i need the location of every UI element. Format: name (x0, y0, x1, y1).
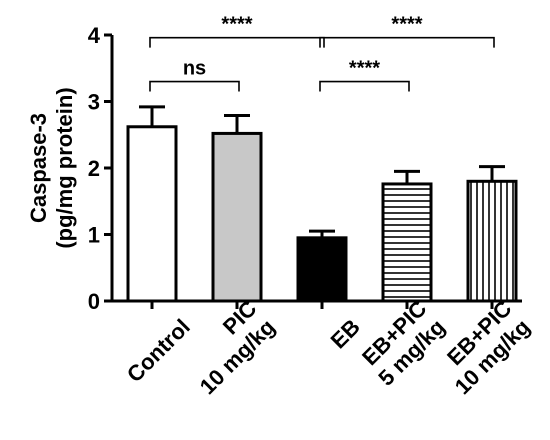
category-label-1: Control (122, 314, 195, 387)
error-bars (139, 105, 505, 238)
category-label-3: EB (326, 314, 365, 353)
significance-label: **** (349, 58, 380, 80)
bar-1 (126, 125, 178, 303)
significance-bracket (149, 80, 240, 92)
category-label-line: Control (122, 314, 195, 387)
significance-bracket (319, 80, 410, 92)
bar-3 (296, 236, 348, 303)
significance-brackets: ns **** **** **** (149, 14, 495, 92)
significance-label: **** (221, 14, 252, 36)
bar-4 (381, 182, 433, 303)
significance-label: ns (183, 58, 206, 80)
y-axis: 0 1 2 3 4 (88, 23, 114, 314)
y-axis-label: Caspase-3 (pg/mg protein) (26, 87, 77, 248)
category-label-line: EB (326, 314, 365, 353)
y-axis-label-line-2: (pg/mg protein) (52, 87, 77, 248)
bars (126, 125, 518, 303)
y-tick-label: 2 (88, 156, 100, 181)
bar-5 (466, 179, 518, 303)
y-tick-label: 3 (88, 90, 100, 115)
bar-2 (211, 131, 263, 303)
significance-label: **** (391, 14, 422, 36)
x-axis (110, 299, 522, 309)
y-tick-label: 1 (88, 223, 100, 248)
y-tick-label: 4 (88, 23, 101, 48)
significance-bracket (149, 36, 325, 48)
y-tick-label: 0 (88, 289, 100, 314)
y-axis-label-line-1: Caspase-3 (26, 113, 51, 223)
significance-bracket (319, 36, 495, 48)
